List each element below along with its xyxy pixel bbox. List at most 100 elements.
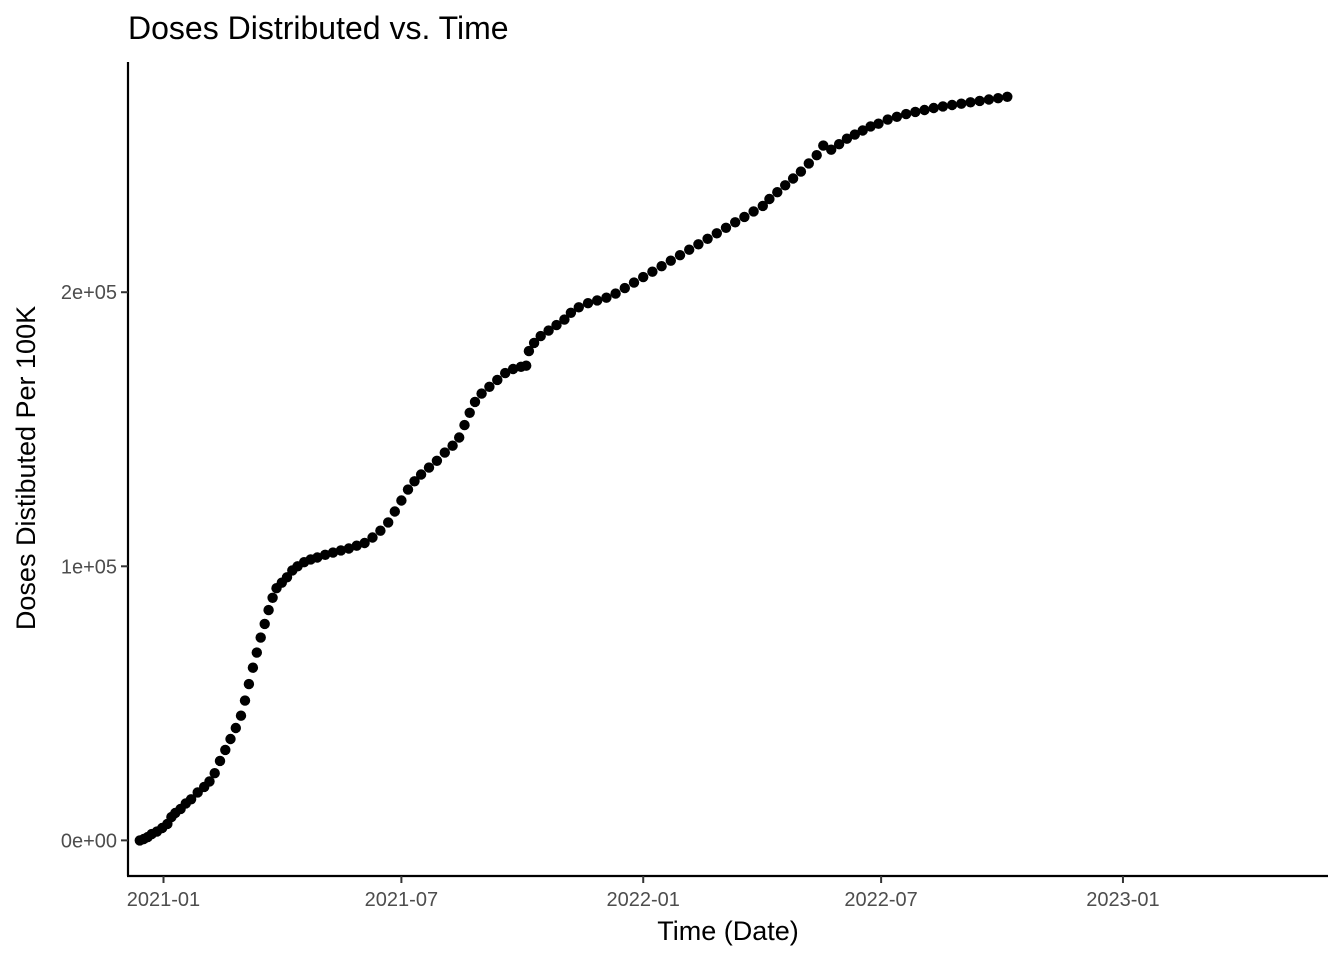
data-point — [937, 101, 949, 112]
data-points — [134, 91, 1013, 846]
data-point — [849, 129, 860, 140]
data-point — [857, 125, 868, 136]
data-point — [956, 98, 967, 109]
data-point — [327, 547, 339, 558]
data-point — [312, 552, 323, 563]
chart-title: Doses Distributed vs. Time — [128, 10, 509, 46]
data-point — [992, 93, 1004, 104]
data-point — [431, 455, 443, 466]
data-point — [610, 288, 621, 299]
data-point — [185, 794, 197, 805]
data-point — [423, 462, 435, 473]
data-point — [730, 217, 741, 228]
data-point — [225, 733, 236, 745]
data-point — [359, 537, 370, 549]
data-point — [865, 121, 876, 132]
data-point — [259, 618, 270, 630]
data-point — [619, 282, 630, 294]
data-point — [383, 517, 394, 528]
data-point — [551, 319, 562, 331]
data-point — [459, 419, 470, 431]
data-point — [235, 710, 247, 721]
data-point — [946, 99, 958, 111]
data-point — [702, 233, 713, 244]
data-point — [389, 506, 400, 517]
x-tick-label: 2022-07 — [844, 889, 917, 911]
data-point — [582, 298, 594, 309]
data-point — [559, 314, 570, 325]
data-point — [528, 337, 540, 349]
data-point — [818, 140, 829, 151]
x-axis-ticks: 2021-01 2021-07 2022-01 2022-07 2023-01 — [127, 876, 1160, 911]
data-point — [415, 469, 427, 480]
data-point — [255, 632, 266, 643]
data-point — [243, 678, 255, 690]
y-tick-label: 0e+00 — [61, 830, 117, 852]
data-point — [900, 108, 912, 120]
data-point — [565, 307, 577, 318]
data-point — [684, 244, 695, 255]
data-point — [239, 695, 251, 706]
y-tick-label: 1e+05 — [61, 556, 117, 578]
data-point — [263, 604, 274, 616]
data-point — [1002, 91, 1013, 103]
data-point — [882, 114, 893, 125]
data-point — [628, 277, 640, 288]
data-point — [320, 549, 331, 560]
data-point — [521, 360, 532, 371]
data-point — [665, 255, 676, 266]
data-point — [928, 102, 939, 114]
data-point — [787, 173, 799, 184]
data-point — [720, 222, 732, 233]
data-point — [335, 545, 347, 556]
data-point — [693, 239, 704, 250]
data-point — [772, 187, 783, 198]
data-point — [647, 266, 658, 277]
data-point — [507, 363, 519, 375]
data-point — [543, 325, 554, 336]
data-point — [739, 211, 750, 223]
data-point — [220, 744, 231, 756]
data-point — [748, 206, 759, 217]
data-point — [573, 302, 584, 313]
data-point — [656, 261, 667, 272]
data-point — [375, 525, 386, 536]
data-point — [841, 133, 853, 144]
y-tick-label: 2e+05 — [61, 282, 117, 304]
data-point — [367, 532, 378, 543]
x-tick-label: 2021-01 — [127, 889, 200, 911]
data-point — [476, 388, 487, 399]
data-point — [492, 374, 503, 386]
data-point — [919, 104, 930, 116]
data-point — [795, 166, 807, 177]
x-tick-label: 2021-07 — [365, 889, 438, 911]
data-point — [464, 407, 475, 418]
data-point — [674, 250, 686, 261]
data-point — [764, 193, 775, 205]
data-point — [251, 647, 262, 658]
data-point — [873, 118, 884, 129]
data-point — [711, 228, 722, 239]
x-tick-label: 2023-01 — [1086, 889, 1159, 911]
data-point — [833, 139, 845, 150]
data-point — [780, 180, 791, 191]
data-point — [811, 150, 822, 161]
data-point — [974, 95, 985, 107]
data-point — [757, 200, 768, 212]
data-point — [983, 94, 995, 105]
data-point — [204, 776, 215, 787]
data-point — [439, 447, 450, 458]
data-point — [396, 495, 407, 506]
data-point — [267, 592, 278, 603]
data-point — [447, 440, 458, 451]
y-axis-title: Doses Distibuted Per 100K — [11, 306, 41, 630]
data-point — [910, 106, 921, 118]
data-point — [454, 432, 465, 443]
data-point — [402, 484, 414, 495]
data-point — [803, 158, 814, 169]
data-point — [592, 295, 603, 306]
data-point — [965, 97, 976, 108]
data-point — [826, 144, 837, 155]
data-point — [469, 396, 481, 408]
